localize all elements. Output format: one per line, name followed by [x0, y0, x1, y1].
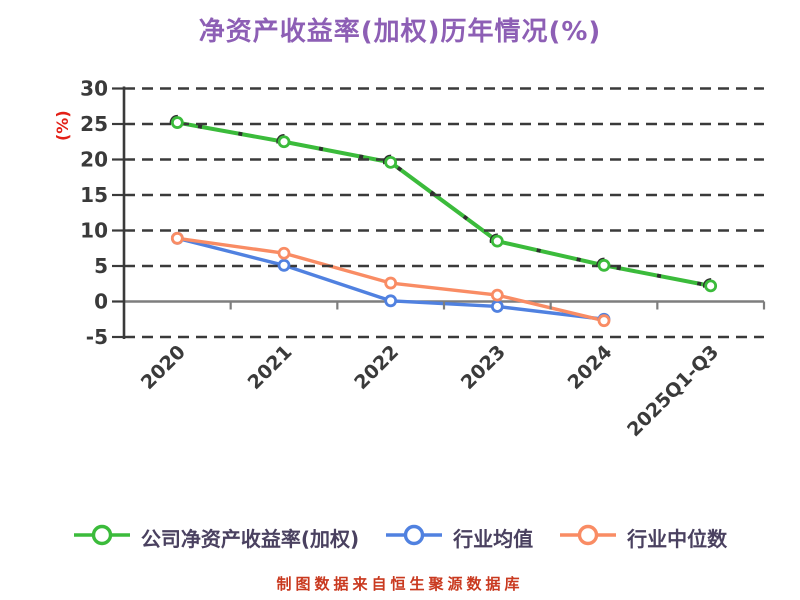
legend-swatch-orange [559, 520, 617, 554]
data-source-note: 制图数据来自恒生聚源数据库 [276, 575, 524, 593]
data-point-marker [597, 314, 611, 328]
marker-crescent [596, 257, 612, 273]
series-line-1 [175, 120, 713, 288]
y-tick-label: 15 [80, 183, 108, 207]
data-point-marker [704, 279, 718, 293]
legend-label: 行业均值 [453, 526, 534, 551]
data-point-marker [384, 276, 398, 290]
legend-label: 行业中位数 [627, 526, 728, 551]
data-point-marker [384, 155, 398, 169]
x-tick-label: 2022 [350, 341, 403, 394]
marker-crescent [169, 114, 186, 131]
legend-swatch-blue [385, 520, 443, 554]
legend-item-industry-mean: 行业均值 [385, 520, 533, 554]
data-point-marker [277, 246, 291, 260]
x-tick-label: 2020 [137, 341, 190, 394]
data-point-marker [170, 116, 184, 129]
legend: 公司净资产收益率(加权) 行业均值 行业中位数 [0, 515, 800, 559]
y-tick-label: 20 [80, 148, 108, 172]
legend-marker-circle [91, 524, 113, 546]
chart-title: 净资产收益率(加权)历年情况(%) [198, 17, 602, 47]
marker-crescent [702, 278, 719, 294]
data-point-marker [597, 258, 611, 272]
legend-marker-circle [403, 524, 425, 546]
legend-marker-circle [577, 524, 599, 546]
data-point-marker [490, 288, 504, 302]
marker-crescent [382, 154, 399, 171]
legend-marker-icon [560, 524, 617, 546]
legend-marker-icon [73, 524, 130, 546]
data-point-marker [384, 294, 398, 308]
y-tick-label: 30 [80, 77, 108, 101]
y-tick-label: 25 [80, 112, 108, 136]
data-point-marker [490, 234, 504, 248]
y-tick-label: 5 [94, 254, 108, 278]
data-point-marker [170, 231, 184, 245]
y-tick-label: 0 [94, 290, 108, 314]
legend-item-industry-median: 行业中位数 [559, 520, 727, 554]
x-tick-label: 2021 [244, 341, 297, 394]
x-tick-label: 2024 [564, 341, 617, 394]
y-tick-label: -5 [86, 325, 108, 349]
legend-item-company-roe: 公司净资产收益率(加权) [73, 520, 359, 554]
data-point-marker [277, 135, 291, 149]
x-tick-label: 2025Q1-Q3 [623, 341, 723, 441]
data-point-marker [277, 258, 291, 272]
marker-crescent [489, 233, 506, 249]
legend-swatch-green [73, 520, 131, 554]
marker-crescent [276, 134, 292, 150]
data-point-marker [490, 300, 504, 313]
legend-label: 公司净资产收益率(加权) [140, 526, 360, 551]
y-tick-label: 10 [80, 219, 108, 243]
x-tick-label: 2023 [457, 341, 510, 394]
legend-marker-icon [386, 524, 443, 546]
